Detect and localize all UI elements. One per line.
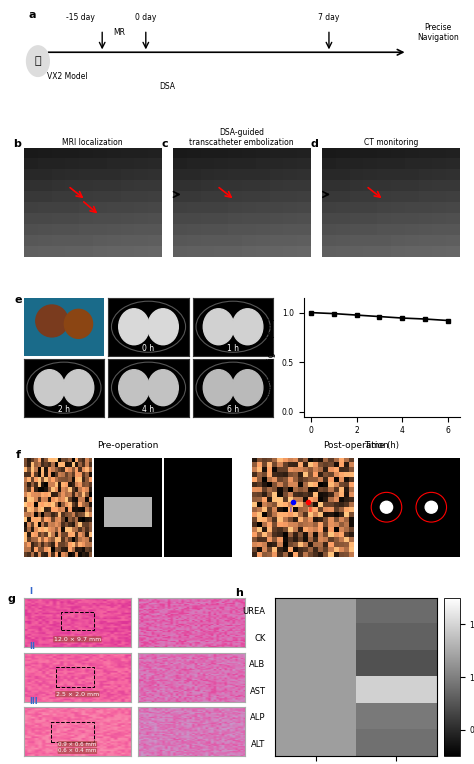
Bar <box>56 667 93 687</box>
Circle shape <box>380 501 392 513</box>
Bar <box>51 722 93 742</box>
Text: 7 day: 7 day <box>318 12 340 21</box>
Ellipse shape <box>232 309 263 345</box>
Text: 0.6 × 0.4 mm: 0.6 × 0.4 mm <box>58 749 97 753</box>
Text: d: d <box>311 139 319 149</box>
Ellipse shape <box>118 309 149 345</box>
Text: II: II <box>308 507 312 513</box>
Title: MRI localization: MRI localization <box>63 138 123 147</box>
Text: a: a <box>28 10 36 20</box>
Text: h: h <box>235 588 243 598</box>
Text: I: I <box>29 588 32 596</box>
Ellipse shape <box>203 309 234 345</box>
Text: 4 h: 4 h <box>143 405 155 414</box>
Text: Pre-operation: Pre-operation <box>97 441 158 450</box>
Text: 2 h: 2 h <box>58 405 70 414</box>
Ellipse shape <box>148 370 178 406</box>
Text: 2.5 × 2.0 mm: 2.5 × 2.0 mm <box>56 691 99 697</box>
Text: 12.0 × 9.7 mm: 12.0 × 9.7 mm <box>54 637 101 642</box>
Text: 6 h: 6 h <box>227 405 239 414</box>
Ellipse shape <box>34 370 65 406</box>
Ellipse shape <box>203 370 234 406</box>
Text: c: c <box>162 139 168 149</box>
Text: 1 h: 1 h <box>227 344 239 353</box>
Circle shape <box>27 46 49 76</box>
Bar <box>61 613 93 630</box>
X-axis label: Time (h): Time (h) <box>365 441 399 450</box>
Text: I: I <box>290 507 292 513</box>
Ellipse shape <box>148 309 178 345</box>
Text: 🐇: 🐇 <box>35 56 41 66</box>
Title: CT monitoring: CT monitoring <box>364 138 418 147</box>
Text: -15 day: -15 day <box>66 12 95 21</box>
Y-axis label: Relative signal (a.u.): Relative signal (a.u.) <box>267 318 276 397</box>
Title: DSA-guided
transcatheter embolization: DSA-guided transcatheter embolization <box>190 128 294 147</box>
Text: Post-operation: Post-operation <box>323 441 389 450</box>
Circle shape <box>425 501 438 513</box>
Ellipse shape <box>64 309 92 338</box>
Text: 0 day: 0 day <box>135 12 156 21</box>
Text: g: g <box>8 594 16 604</box>
Ellipse shape <box>232 370 263 406</box>
Text: MR: MR <box>114 28 126 37</box>
Text: III: III <box>29 697 38 706</box>
Text: f: f <box>16 450 20 460</box>
Text: 0.9 × 0.6 mm: 0.9 × 0.6 mm <box>58 742 97 746</box>
Text: b: b <box>13 139 20 149</box>
Text: e: e <box>14 295 21 305</box>
Text: II: II <box>29 642 35 651</box>
Text: DSA: DSA <box>160 82 175 91</box>
Text: VX2 Model: VX2 Model <box>47 72 88 81</box>
Ellipse shape <box>118 370 149 406</box>
Ellipse shape <box>63 370 94 406</box>
Text: Precise
Navigation: Precise Navigation <box>417 23 459 42</box>
Ellipse shape <box>36 305 68 337</box>
Text: 0 h: 0 h <box>143 344 155 353</box>
